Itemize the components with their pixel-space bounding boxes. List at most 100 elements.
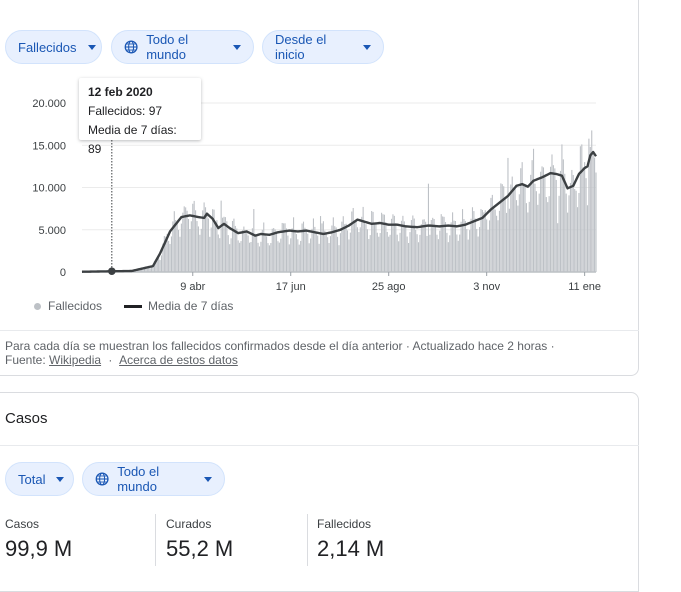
deaths-bar	[309, 243, 310, 272]
cases-region-dropdown[interactable]: Todo el mundo	[82, 462, 225, 496]
deaths-bar	[456, 235, 457, 272]
deaths-bar	[515, 188, 516, 272]
deaths-bar	[204, 202, 205, 272]
stat-separator	[155, 514, 156, 566]
deaths-bar	[226, 221, 227, 272]
deaths-bar	[282, 223, 283, 272]
deaths-bar	[306, 229, 307, 272]
deaths-bar	[367, 229, 368, 272]
legend-bars-label: Fallecidos	[48, 299, 102, 313]
deaths-bar	[168, 241, 169, 272]
stat-value: 99,9 M	[5, 536, 72, 562]
deaths-bar	[229, 244, 230, 272]
deaths-bar	[161, 255, 162, 272]
deaths-bar	[507, 158, 508, 272]
deaths-bar	[194, 201, 195, 272]
deaths-bar	[590, 147, 591, 272]
deaths-bar	[239, 243, 240, 272]
source-prefix: Fuente:	[5, 353, 46, 367]
deaths-bar	[189, 229, 190, 272]
deaths-bar	[452, 212, 453, 272]
deaths-bar	[256, 235, 257, 272]
deaths-bar	[486, 219, 487, 272]
deaths-bar	[385, 222, 386, 272]
deaths-bar	[425, 222, 426, 272]
deaths-bar	[536, 191, 537, 272]
deaths-bar	[513, 189, 514, 272]
deaths-bar	[564, 174, 565, 272]
deaths-bar	[479, 227, 480, 272]
deaths-bar	[537, 205, 538, 272]
deaths-bar	[290, 238, 291, 272]
deaths-bar	[576, 191, 577, 272]
deaths-bar	[574, 189, 575, 272]
deaths-bar	[381, 213, 382, 272]
deaths-bar	[539, 194, 540, 272]
deaths-bar	[158, 258, 159, 272]
deaths-bar	[198, 226, 199, 272]
tooltip-date: 12 feb 2020	[88, 83, 192, 102]
deaths-bar	[211, 228, 212, 272]
deaths-bar	[459, 235, 460, 272]
deaths-bar	[455, 221, 456, 272]
deaths-bar	[526, 203, 527, 272]
deaths-bar	[415, 230, 416, 272]
deaths-bar	[505, 198, 506, 272]
legend-line-swatch	[124, 305, 142, 308]
deaths-bar	[245, 232, 246, 272]
wikipedia-link[interactable]: Wikipedia	[49, 353, 101, 367]
legend-bars-swatch	[34, 303, 41, 310]
deaths-bar	[546, 197, 547, 272]
deaths-bar	[292, 228, 293, 272]
deaths-bar	[431, 220, 432, 272]
deaths-bar	[151, 267, 152, 272]
deaths-bar	[248, 235, 249, 272]
deaths-bar	[392, 214, 393, 272]
deaths-bar	[495, 210, 496, 272]
deaths-bar	[438, 239, 439, 272]
deaths-bar	[522, 162, 523, 272]
stat-label: Fallecidos	[317, 517, 384, 531]
deaths-bar	[368, 239, 369, 272]
deaths-bar	[215, 223, 216, 272]
stat-recovered: Curados 55,2 M	[166, 517, 233, 562]
deaths-bar	[532, 160, 533, 272]
cases-title: Casos	[5, 410, 48, 427]
deaths-bar	[199, 235, 200, 272]
deaths-bar	[323, 221, 324, 272]
deaths-bar	[243, 227, 244, 272]
deaths-bar	[489, 220, 490, 272]
deaths-bar	[263, 222, 264, 272]
deaths-bar	[351, 212, 352, 272]
deaths-bar	[493, 207, 494, 272]
deaths-bar	[347, 230, 348, 272]
deaths-bar	[262, 230, 263, 272]
deaths-bar	[303, 222, 304, 272]
deaths-bar	[463, 219, 464, 272]
cases-type-dropdown[interactable]: Total	[5, 462, 74, 496]
deaths-bar	[307, 234, 308, 272]
deaths-bar	[150, 268, 151, 272]
deaths-bar	[421, 224, 422, 272]
deaths-bar	[294, 231, 295, 272]
stat-separator	[307, 514, 308, 566]
deaths-bar	[577, 207, 578, 272]
deaths-bar	[470, 219, 471, 272]
deaths-bar	[320, 216, 321, 272]
deaths-bar	[177, 222, 178, 272]
deaths-bar	[567, 213, 568, 272]
deaths-bar	[529, 202, 530, 272]
legend-line-label: Media de 7 días	[148, 299, 233, 313]
deaths-bar	[446, 233, 447, 272]
deaths-bar	[188, 219, 189, 272]
deaths-bar	[417, 234, 418, 272]
divider	[0, 330, 639, 331]
x-tick-label: 11 ene	[568, 281, 601, 293]
deaths-bar	[269, 245, 270, 272]
stat-value: 55,2 M	[166, 536, 233, 562]
about-data-link[interactable]: Acerca de estos datos	[119, 353, 238, 367]
deaths-bar	[541, 166, 542, 272]
deaths-bar	[195, 210, 196, 272]
deaths-bar	[568, 195, 569, 272]
